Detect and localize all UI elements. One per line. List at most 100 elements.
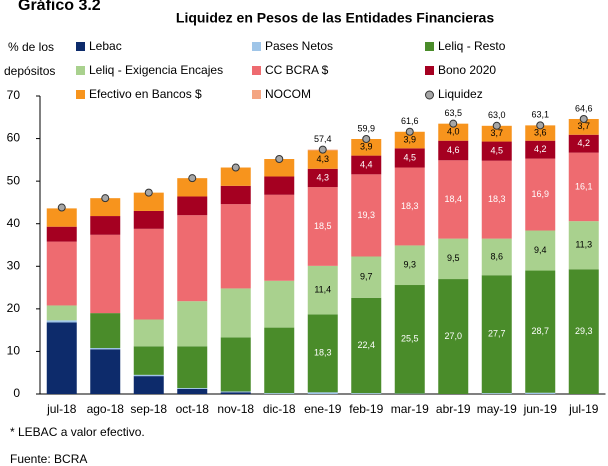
bar-segment (481, 141, 512, 161)
x-tick-label: mar-19 (391, 402, 429, 416)
legend-label: Efectivo en Bancos $ (89, 87, 202, 101)
bar-segment (481, 275, 512, 394)
note: Fuente: BCRA (10, 452, 87, 466)
bar-segment (351, 393, 382, 394)
y-tick-label: 50 (7, 173, 21, 187)
x-tick-label: ago-18 (87, 402, 125, 416)
data-label: 3,9 (360, 142, 373, 152)
x-tick-label: jul-19 (568, 402, 599, 416)
chart-title: Liquidez en Pesos de las Entidades Finan… (176, 10, 494, 26)
legend-swatch (425, 42, 434, 51)
data-label: 4,4 (360, 159, 373, 169)
chart-heading: Gráfico 3.2 (18, 0, 101, 14)
data-label: 63,1 (531, 110, 549, 120)
bar-segment (438, 123, 469, 141)
bar-segment (133, 319, 164, 347)
bar-segment (307, 168, 338, 188)
bar-segment (220, 288, 251, 338)
data-label: 3,7 (490, 128, 503, 138)
bar-segment (264, 159, 295, 177)
liquidez-point (449, 119, 458, 128)
legend-label: Pases Netos (265, 39, 333, 53)
data-label: 3,7 (577, 121, 590, 131)
bar-segment (394, 131, 425, 149)
legend-label: Bono 2020 (438, 63, 496, 77)
bar-segment (264, 327, 295, 394)
data-label: 27,7 (488, 329, 506, 339)
legend-label: NOCOM (265, 87, 311, 101)
legend-label: Liquidez (438, 87, 483, 101)
liquidez-point (101, 194, 110, 203)
bar-segment (351, 256, 382, 298)
bar-segment (90, 234, 121, 314)
bar-segment (133, 346, 164, 375)
y-axis-label: % de los (8, 40, 54, 54)
legend-label: CC BCRA $ (265, 63, 329, 77)
bar-segment (220, 204, 251, 289)
bar-segment (481, 238, 512, 276)
bar-segment (438, 238, 469, 280)
bar-segment (525, 230, 556, 271)
data-label: 11,4 (314, 285, 331, 295)
bar-segment (220, 392, 251, 394)
legend-swatch (76, 90, 85, 99)
bar-segment (133, 376, 164, 394)
legend-swatch (252, 66, 261, 75)
bar-segment (220, 167, 251, 186)
x-tick-label: jul-18 (46, 402, 77, 416)
legend-swatch (425, 90, 434, 100)
data-label: 59,9 (357, 123, 375, 133)
data-label: 25,5 (401, 334, 419, 344)
data-label: 18,3 (314, 348, 332, 358)
bar-segment (438, 279, 469, 394)
y-axis-label: depósitos (4, 64, 55, 78)
bar-segment (351, 138, 382, 156)
data-label: 3,6 (534, 127, 547, 137)
x-tick-label: jun-19 (523, 402, 558, 416)
data-label: 27,0 (444, 331, 462, 341)
legend-swatch (425, 66, 434, 75)
data-label: 9,5 (447, 253, 460, 263)
bar-segment (481, 393, 512, 394)
data-label: 61,6 (401, 116, 419, 126)
data-label: 16,1 (575, 181, 593, 191)
bar-segment (525, 140, 556, 159)
bar-segment (394, 245, 425, 286)
liquidez-point (144, 188, 153, 197)
bar-segment (133, 192, 164, 211)
bar-segment (90, 313, 121, 349)
data-label: 4,2 (577, 138, 590, 148)
bar-segment (133, 210, 164, 229)
data-label: 18,4 (444, 194, 462, 204)
y-tick-label: 40 (7, 216, 21, 230)
bar-segment (307, 187, 338, 266)
bar-segment (177, 301, 208, 347)
bar-segment (90, 198, 121, 217)
bar-segment (394, 167, 425, 246)
data-label: 9,7 (360, 272, 373, 282)
bar-segment (481, 125, 512, 142)
bar-segment (525, 158, 556, 231)
legend-label: Lebac (89, 39, 122, 53)
y-tick-label: 0 (13, 386, 20, 400)
x-tick-label: ene-19 (304, 402, 342, 416)
bar-segment (307, 150, 338, 169)
data-label: 4,6 (447, 145, 460, 155)
bar-segment (525, 270, 556, 393)
legend-swatch (252, 42, 261, 51)
bar-segment (438, 160, 469, 239)
liquidez-point (57, 203, 66, 212)
bar-segment (525, 392, 556, 394)
bar-segment (220, 391, 251, 393)
bar-segment (46, 322, 77, 394)
legend-swatch (252, 90, 261, 99)
bar-segment (351, 174, 382, 257)
x-tick-label: sep-18 (130, 402, 167, 416)
data-label: 18,3 (488, 194, 506, 204)
bar-segment (264, 176, 295, 195)
data-label: 3,9 (403, 134, 416, 144)
bar-segment (177, 215, 208, 302)
bar-segment (438, 140, 469, 161)
liquidez-point (318, 145, 327, 154)
